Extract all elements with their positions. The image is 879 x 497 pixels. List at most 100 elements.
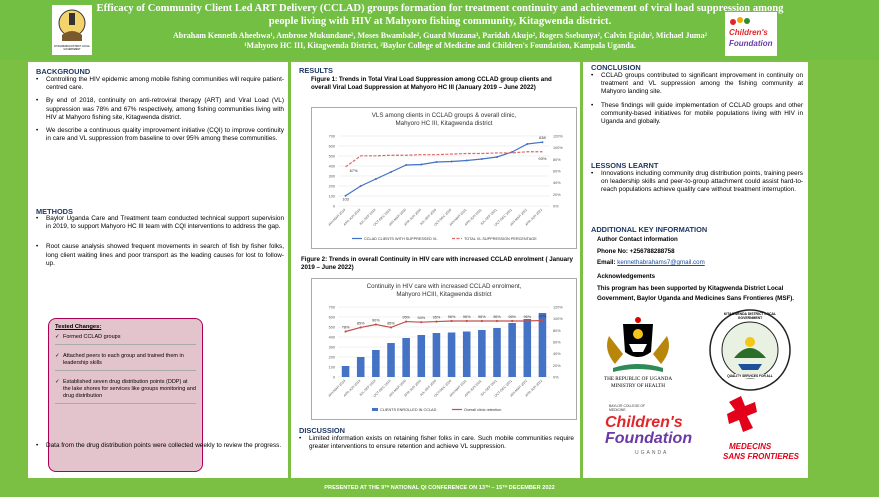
y-tick-left: 400 <box>329 165 335 169</box>
point-retention <box>389 326 393 329</box>
y-tick-right: 60% <box>553 341 561 345</box>
y-tick-left: 700 <box>329 306 335 310</box>
y-tick-right: 0% <box>553 376 559 380</box>
figure2-chart: Continuity in HIV care with increased CC… <box>311 278 577 420</box>
column-middle: RESULTS Figure 1: Trends in Total Viral … <box>291 62 580 478</box>
point-retention <box>435 320 438 323</box>
background-item: We describe a continuous quality improve… <box>36 127 284 143</box>
y-tick-left: 100 <box>329 366 335 370</box>
tested-change-item: Attached peers to each group and trained… <box>55 353 196 371</box>
bar-enrolled <box>356 357 365 377</box>
childrens-foundation-logo-top: Children's Foundation <box>725 12 777 56</box>
bar-enrolled <box>462 331 471 377</box>
column-left: BACKGROUND Controlling the HIV epidemic … <box>28 62 288 478</box>
results-heading: RESULTS <box>299 66 333 75</box>
chart-title: Mahyoro HCIII, Kitagwenda district <box>396 291 492 298</box>
data-label-retention: 95% <box>433 316 441 320</box>
point-retention <box>374 323 377 326</box>
kitagwenda-logo-caption: KITAGWENDA DISTRICT LOCAL GOVERNMENT <box>54 45 90 51</box>
point-cclad-suppressed <box>450 160 453 163</box>
msf-logo: MEDECINS SANS FRONTIERES <box>715 392 799 472</box>
msf-text-1: MEDECINS <box>729 442 772 451</box>
conclusion-item: These findings will guide implementation… <box>591 102 803 127</box>
poster-header: KITAGWENDA DISTRICT LOCAL GOVERNMENT Eff… <box>0 0 879 60</box>
poster-title: Efficacy of Community Client Led ART Del… <box>96 3 784 27</box>
line-percentage <box>345 319 543 333</box>
point-cclad-suppressed <box>390 171 392 173</box>
y-tick-left: 600 <box>329 145 335 149</box>
y-tick-left: 0 <box>333 205 335 209</box>
district-seal: KITAGWENDA DISTRICT LOCAL GOVERNMENT QUA… <box>708 308 792 392</box>
point-retention <box>359 326 362 329</box>
discussion-list: Limited information exists on retaining … <box>299 435 574 456</box>
legend-label: CLIENTS ENROLLED IN CCLAD <box>380 408 437 412</box>
point-retention <box>480 319 483 323</box>
point-retention <box>526 319 529 323</box>
point-cclad-suppressed <box>435 161 438 163</box>
bar-enrolled <box>372 350 380 377</box>
bar-enrolled <box>478 330 486 377</box>
baylor-small-text: BAYLOR COLLEGE OF MEDICINE <box>609 404 646 412</box>
tested-change-item: Established seven drug distribution poin… <box>55 379 196 404</box>
acknowledgements-heading: Acknowledgements <box>597 273 656 280</box>
y-tick-left: 500 <box>329 326 335 330</box>
tested-change-item: Formed CCLAD groups <box>55 334 196 345</box>
data-label-first-left: 103 <box>342 197 349 202</box>
uganda-caption-2: MINISTRY OF HEALTH <box>610 383 666 389</box>
y-tick-right: 60% <box>553 170 561 174</box>
point-retention <box>450 319 453 323</box>
msf-text-2: SANS FRONTIERES <box>723 452 800 461</box>
line-cclad-suppressed <box>345 141 543 197</box>
tested-changes-heading: Tested Changes: <box>55 324 102 330</box>
contact-heading: Author Contact information <box>597 236 678 243</box>
phone-number: Phone No: +256788288758 <box>597 248 675 255</box>
cf-top-text-2: Foundation <box>729 39 773 48</box>
point-retention <box>511 319 514 323</box>
bar-enrolled <box>493 328 501 377</box>
email-link[interactable]: kennethabrahams7@gmail.com <box>617 259 705 266</box>
data-label-first-right: 67% <box>350 168 358 173</box>
chart-title: Mahyoro HC III, Kitagwenda district <box>396 120 493 127</box>
bar-enrolled <box>432 333 441 377</box>
data-label-retention: 96% <box>463 315 471 319</box>
conclusion-heading: CONCLUSION <box>591 63 641 72</box>
y-tick-right: 20% <box>553 193 561 197</box>
y-tick-left: 700 <box>329 135 335 139</box>
point-cclad-suppressed <box>344 194 347 197</box>
data-label-retention: 96% <box>508 315 516 319</box>
acknowledgements-text: This program has been supported by Kitag… <box>597 285 795 302</box>
y-tick-left: 100 <box>329 195 335 199</box>
y-tick-right: 40% <box>553 352 561 356</box>
point-retention <box>405 320 408 323</box>
discussion-item: Limited information exists on retaining … <box>299 435 574 451</box>
point-cclad-suppressed <box>541 141 544 144</box>
point-cclad-suppressed <box>511 151 514 153</box>
y-tick-right: 0% <box>553 205 559 209</box>
line-percentage <box>345 151 543 168</box>
district-seal-motto: QUALITY SERVICES FOR ALL <box>722 374 778 378</box>
y-tick-left: 300 <box>329 346 335 350</box>
methods-item: Data from the drug distribution points w… <box>36 442 284 450</box>
point-cclad-suppressed <box>359 185 362 187</box>
background-list: Controlling the HIV epidemic among mobil… <box>36 76 284 148</box>
data-label-retention: 96% <box>448 315 456 319</box>
legend-label: Overall clinic retention <box>464 408 501 412</box>
kitagwenda-logo-top: KITAGWENDA DISTRICT LOCAL GOVERNMENT <box>52 5 92 55</box>
y-tick-left: 200 <box>329 185 335 189</box>
y-tick-right: 40% <box>553 181 561 185</box>
y-tick-right: 100% <box>553 146 563 150</box>
data-label-retention: 85% <box>357 321 365 325</box>
author-affiliations: ¹Mahyoro HC III, Kitagwenda District, ²B… <box>244 41 636 50</box>
data-label-retention: 94% <box>417 316 425 320</box>
y-tick-left: 300 <box>329 175 335 179</box>
point-retention <box>344 330 347 333</box>
poster-authors: Abraham Kenneth Aheebwa¹, Ambrose Mukund… <box>95 31 785 51</box>
background-item: Controlling the HIV epidemic among mobil… <box>36 76 284 92</box>
point-cclad-suppressed <box>526 143 529 145</box>
background-item: By end of 2018, continuity on anti-retro… <box>36 97 284 122</box>
methods-followup: Data from the drug distribution points w… <box>36 442 284 455</box>
data-label-retention: 78% <box>342 326 350 330</box>
y-tick-right: 120% <box>553 306 563 310</box>
y-tick-left: 600 <box>329 316 335 320</box>
point-cclad-suppressed <box>480 158 483 160</box>
